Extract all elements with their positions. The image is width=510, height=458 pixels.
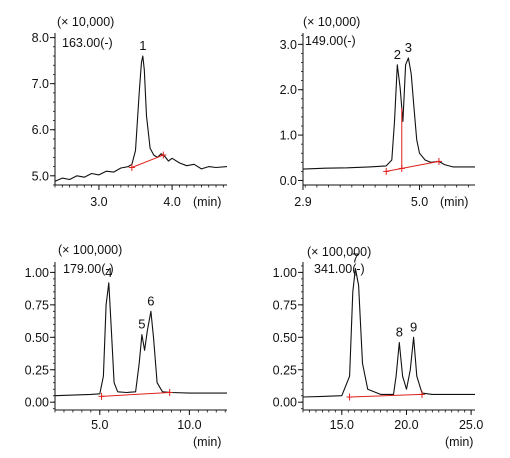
y-scale-label: (× 10,000) [57,15,114,29]
x-tick-label: 20.0 [394,418,418,432]
peak-label: 9 [410,319,417,334]
x-tick-label: 5.0 [411,195,428,209]
y-tick-label: 8.0 [32,31,49,45]
y-scale-label: (× 100,000) [58,243,122,257]
peak-label: 2 [394,47,401,62]
x-tick-label: 15.0 [330,418,354,432]
x-tick-label: 2.9 [294,195,311,209]
x-tick-label: 5.0 [91,418,108,432]
y-tick-label: 3.0 [280,38,297,52]
mass-channel-label: 341.00(-) [314,262,365,276]
peak-label: 7 [352,250,359,265]
peak-label: 4 [105,265,112,280]
y-tick-label: 0.00 [273,396,297,410]
chromatogram-panel-4: 0.00 0.25 0.50 0.75 1.00 15.0 20.0 25.0 (min) (× … [273,245,484,449]
y-tick-label: 6.0 [32,123,49,137]
chromatogram-trace [54,282,227,397]
y-tick-label: 0.0 [280,174,297,188]
y-tick-label: 0.75 [273,298,297,312]
mass-channel-label: 149.00(-) [305,34,356,48]
y-tick-label: 1.00 [25,266,49,280]
chromatogram-panel-2: 0.0 1.0 2.0 3.0 2.9 5.0 (min) (× 10,000) 149.00(… [280,15,475,209]
peak-label: 8 [396,324,403,339]
integration-baseline [131,154,164,168]
integration-baseline [349,393,422,398]
chromatogram-panel-3: 0.00 0.25 0.50 0.75 1.00 5.0 10.0 (min) (× 100,0… [25,243,227,449]
x-unit-label: (min) [445,435,473,449]
mass-channel-label: 179.00(-) [63,262,114,276]
y-tick-label: 0.00 [25,396,49,410]
x-tick-label: 4.0 [163,195,180,209]
peak-label: 6 [147,293,154,308]
y-tick-label: 0.25 [273,363,297,377]
chromatogram-trace [302,57,475,170]
y-tick-label: 0.50 [25,331,49,345]
x-tick-label: 3.0 [90,195,107,209]
x-tick-label: 25.0 [459,418,483,432]
integration-baseline [386,160,440,172]
integration-baseline [101,391,170,397]
x-unit-label: (min) [440,195,468,209]
y-tick-label: 5.0 [32,169,49,183]
x-unit-label: (min) [193,195,221,209]
peak-label: 3 [405,40,412,55]
x-tick-label: 10.0 [177,418,201,432]
y-tick-label: 2.0 [280,83,297,97]
chromatogram-trace [54,55,228,182]
mass-channel-label: 163.00(-) [62,36,113,50]
y-tick-label: 0.75 [25,298,49,312]
y-scale-label: (× 100,000) [307,245,371,259]
y-tick-label: 0.50 [273,331,297,345]
y-tick-label: 0.25 [25,363,49,377]
y-scale-label: (× 10,000) [303,15,360,29]
y-tick-label: 1.00 [273,266,297,280]
peak-label: 5 [138,317,145,332]
x-unit-label: (min) [193,435,221,449]
chromatogram-panel-1: 5.0 6.0 7.0 8.0 3.0 4.0 (min) (× 10,000) 163.00(… [32,15,228,209]
chromatogram-trace [302,267,475,398]
y-tick-label: 1.0 [280,129,297,143]
y-tick-label: 7.0 [32,77,49,91]
peak-label: 1 [139,38,146,53]
